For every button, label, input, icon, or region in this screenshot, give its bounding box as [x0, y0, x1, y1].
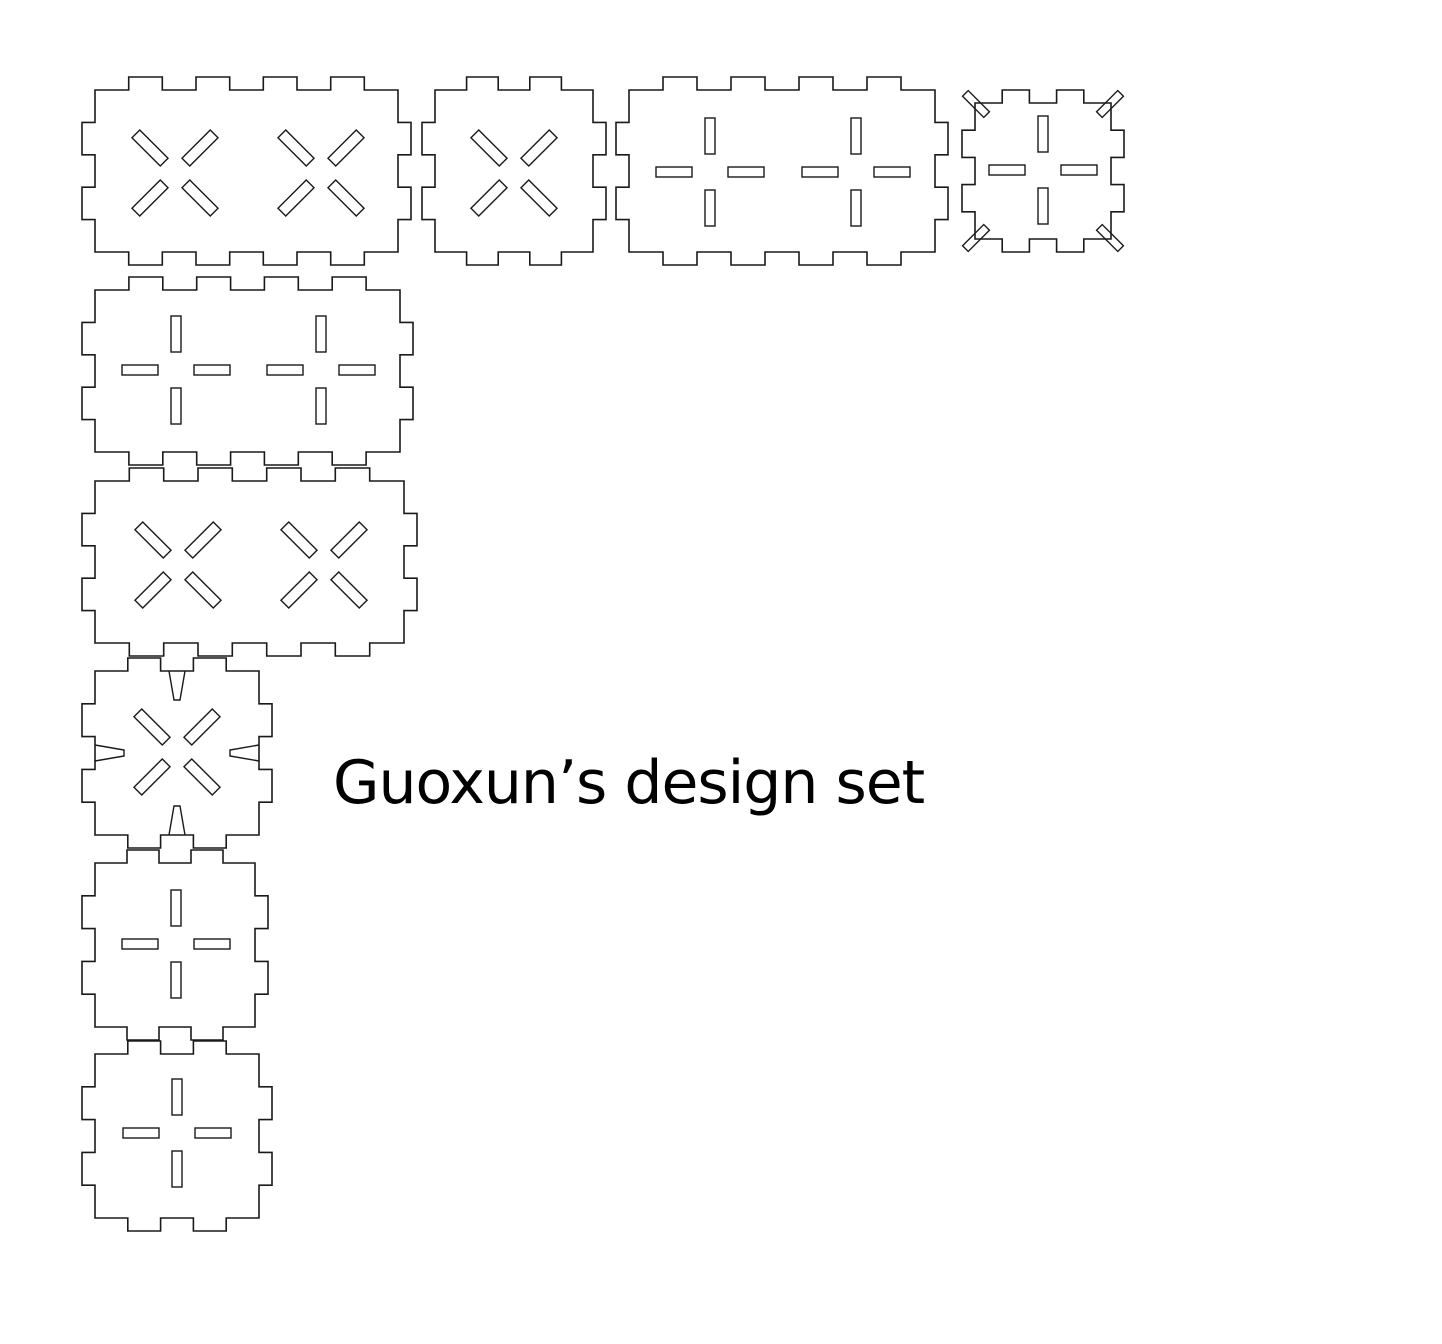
slot-diagonal-upper-right [182, 707, 222, 747]
slot-diagonal-lower-right [519, 178, 559, 218]
slot-vertical-top [850, 117, 862, 155]
piece-outline [81, 849, 269, 1041]
slot-horizontal-right [338, 364, 376, 376]
piece-outline [961, 89, 1125, 253]
piece-panel-left-long-diagonal [81, 467, 418, 657]
slot-diagonal-lower-right [182, 757, 222, 797]
corner-slot-3 [1095, 223, 1125, 253]
slot-vertical-top [170, 315, 182, 353]
slot-vertical-top [171, 1078, 183, 1116]
piece-outline [81, 76, 412, 266]
slot-diagonal-lower-left [276, 178, 316, 218]
slot-diagonal-lower-left [469, 178, 509, 218]
piece-outline [421, 76, 607, 266]
notch-top [168, 670, 186, 701]
piece-panel-left-square-cross-b [81, 1040, 273, 1232]
slot-vertical-top [315, 315, 327, 353]
slot-diagonal-lower-left [130, 178, 170, 218]
slot-horizontal-right [727, 166, 765, 178]
slot-diagonal-upper-left [132, 707, 172, 747]
slot-horizontal-right [1060, 164, 1098, 176]
slot-vertical-top [704, 117, 716, 155]
slot-vertical-top [1037, 115, 1049, 153]
slot-vertical-bottom [170, 387, 182, 425]
slot-horizontal-left [655, 166, 693, 178]
slot-diagonal-upper-right [183, 520, 223, 560]
slot-horizontal-right [193, 938, 231, 950]
piece-outline [81, 657, 273, 849]
notch-bottom [168, 805, 186, 836]
piece-panel-left-star-diagonal [81, 657, 273, 849]
slot-vertical-bottom [1037, 187, 1049, 225]
slot-horizontal-left [122, 1127, 160, 1139]
slot-horizontal-left [266, 364, 304, 376]
slot-diagonal-upper-left [276, 128, 316, 168]
design-set-caption: Guoxun’s design set [333, 748, 925, 818]
slot-diagonal-upper-right [519, 128, 559, 168]
slot-diagonal-upper-left [130, 128, 170, 168]
piece-panel-top-short-diagonal [421, 76, 607, 266]
slot-diagonal-upper-right [326, 128, 366, 168]
slot-diagonal-lower-left [132, 757, 172, 797]
piece-outline [81, 1040, 273, 1232]
slot-horizontal-left [801, 166, 839, 178]
slot-horizontal-right [873, 166, 911, 178]
slot-vertical-bottom [315, 387, 327, 425]
slot-vertical-bottom [850, 189, 862, 227]
piece-panel-left-square-cross-a [81, 849, 269, 1041]
slot-horizontal-right [193, 364, 231, 376]
slot-vertical-bottom [704, 189, 716, 227]
slot-horizontal-left [121, 364, 159, 376]
piece-panel-top-square-cross [961, 89, 1125, 253]
slot-diagonal-lower-right [183, 570, 223, 610]
slot-diagonal-upper-left [279, 520, 319, 560]
slot-diagonal-upper-right [329, 520, 369, 560]
slot-vertical-bottom [170, 961, 182, 999]
slot-diagonal-upper-left [133, 520, 173, 560]
slot-diagonal-lower-right [329, 570, 369, 610]
piece-outline [615, 76, 949, 266]
piece-panel-top-long-cross [615, 76, 949, 266]
slot-diagonal-upper-right [180, 128, 220, 168]
slot-horizontal-right [194, 1127, 232, 1139]
piece-panel-top-long-diagonal [81, 76, 412, 266]
slot-diagonal-lower-right [180, 178, 220, 218]
slot-horizontal-left [121, 938, 159, 950]
piece-outline [81, 467, 418, 657]
corner-slot-0 [961, 89, 991, 119]
slot-vertical-top [170, 889, 182, 927]
corner-slot-2 [961, 223, 991, 253]
slot-horizontal-left [988, 164, 1026, 176]
piece-panel-left-long-cross [81, 276, 414, 466]
slot-diagonal-lower-left [133, 570, 173, 610]
slot-diagonal-lower-right [326, 178, 366, 218]
corner-slot-1 [1095, 89, 1125, 119]
notch-right [229, 744, 260, 762]
slot-vertical-bottom [171, 1150, 183, 1188]
slot-diagonal-lower-left [279, 570, 319, 610]
piece-outline [81, 276, 414, 466]
notch-left [94, 744, 125, 762]
slot-diagonal-upper-left [469, 128, 509, 168]
